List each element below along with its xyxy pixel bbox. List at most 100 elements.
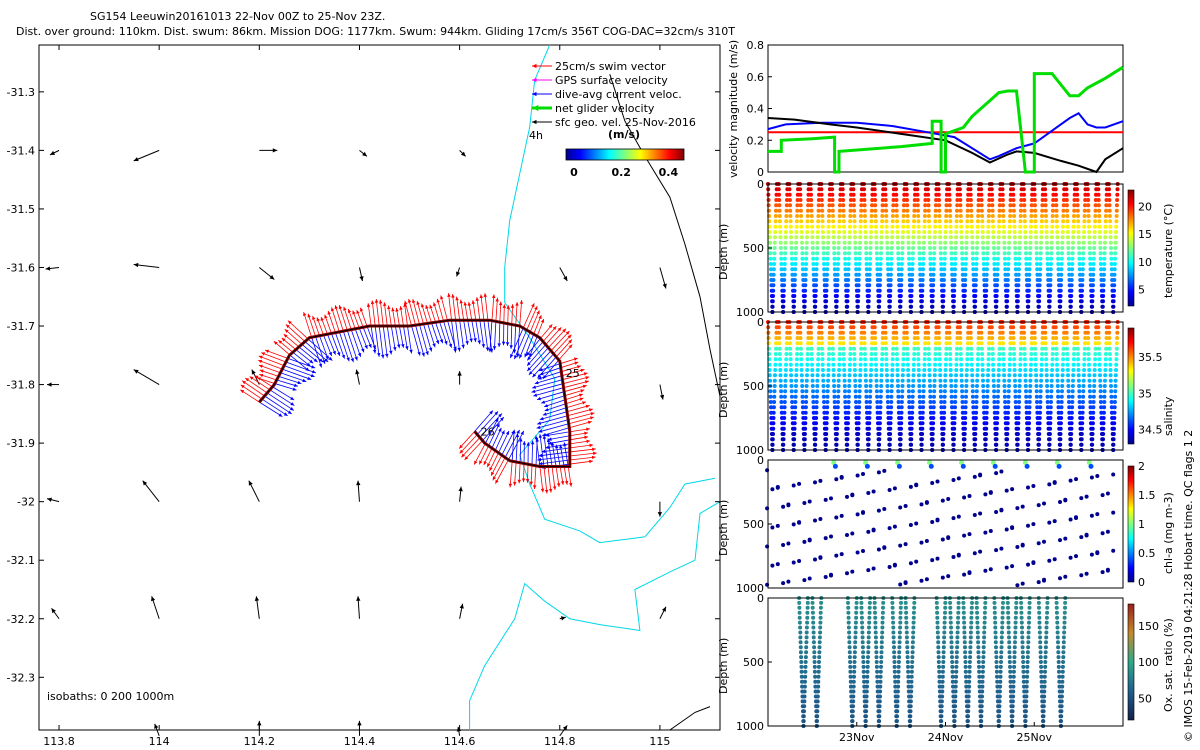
oxy-pt-8-9-0 [949, 640, 954, 645]
sal-pt-31-10-0 [1098, 373, 1102, 378]
sal-pt-0-22-1 [770, 437, 775, 442]
sal-pt-4-11-1 [815, 378, 820, 383]
sfc-arrowhead-2 [272, 148, 278, 153]
temp-pt-27-7-0 [1054, 219, 1059, 224]
oxy-pt-4-11-1 [879, 650, 884, 655]
sal-pt-19-15-1 [974, 400, 979, 404]
sal-pt-8-14-1 [857, 394, 862, 399]
oxy-pt-8-24-1 [952, 714, 957, 719]
swim-vector-72 [515, 301, 518, 326]
sal-pt-26-7-1 [1050, 357, 1055, 362]
dac-vector-17 [298, 346, 318, 363]
swim-head-75 [534, 306, 538, 311]
sal-pt-23-4-1 [1019, 341, 1024, 346]
temp-pt-11-16-0 [886, 267, 891, 272]
temp-pt-20-5-0 [979, 208, 984, 213]
temp-pt-19-19-1 [973, 283, 978, 288]
sal-pt-25-14-0 [1034, 394, 1039, 399]
map-xtick-label-1: 114 [149, 735, 170, 748]
dac-vector-131 [498, 430, 510, 454]
sal-pt-27-19-1 [1058, 421, 1063, 426]
chl-ylabel: Depth (m) [717, 500, 730, 556]
sal-pt-10-10-1 [879, 373, 884, 378]
chl-pt-32-2 [1105, 491, 1110, 496]
oxy-pt-10-1-1 [983, 600, 988, 605]
temp-pt-30-2-0 [1085, 192, 1090, 197]
sal-pt-9-22-1 [866, 437, 871, 442]
dac-head-40 [389, 350, 393, 355]
oxy-pt-5-18-0 [893, 684, 898, 689]
temp-pt-22-6-1 [1008, 214, 1013, 218]
oxy-pt-5-1-1 [899, 600, 903, 605]
temp-pt-16-3-1 [944, 198, 949, 202]
sal-pt-21-10-1 [996, 373, 1001, 378]
temp-pt-8-4-0 [851, 203, 856, 208]
temp-pt-31-8-1 [1103, 224, 1108, 229]
oxy-pt-6-17-1 [909, 679, 914, 684]
oxy-pt-0-21-1 [802, 699, 807, 704]
chl-pt-21-6 [988, 490, 993, 495]
sal-pt-14-10-0 [916, 373, 921, 378]
temp-pt-23-14-1 [1017, 256, 1022, 261]
oxy-pt-7-11-0 [936, 650, 941, 655]
sal-pt-6-1-0 [830, 325, 835, 330]
chl-pt-17-2 [946, 574, 951, 579]
temp-pt-17-22-1 [951, 299, 956, 304]
swim-vector-64 [480, 294, 485, 321]
oxy-pt-8-7-0 [949, 630, 954, 635]
oxy-pt-8-2-1 [956, 605, 961, 610]
oxy-pt-3-23-1 [864, 709, 869, 714]
swim-vector-73 [519, 300, 523, 327]
sal-pt-25-3-1 [1040, 336, 1045, 340]
sal-pt-24-8-1 [1029, 362, 1033, 367]
oxy-pt-3-8-0 [860, 635, 865, 640]
chl-pt-7-4 [839, 552, 844, 557]
swim-vector-91 [562, 372, 588, 381]
map-ytick-label-8: -32.1 [7, 554, 35, 567]
swim-head-19 [285, 324, 290, 329]
temp-pt-9-9-1 [869, 230, 874, 234]
sal-pt-21-13-1 [996, 389, 1001, 394]
dac-head-103 [542, 432, 547, 437]
temp-pt-13-11-0 [906, 240, 911, 245]
temp-pt-31-4-0 [1096, 203, 1101, 208]
oxy-pt-1-13-1 [817, 660, 821, 664]
temp-pt-19-6-1 [976, 214, 981, 218]
temp-pt-14-1-0 [915, 187, 920, 192]
sal-pt-15-13-0 [928, 389, 933, 394]
sfc-arrowhead-20 [248, 480, 253, 486]
oxy-pt-0-23-1 [802, 709, 806, 714]
sal-pt-6-7-0 [831, 357, 836, 362]
temp-pt-23-22-1 [1015, 299, 1020, 304]
temp-pt-4-13-0 [811, 251, 815, 256]
sal-pt-23-19-1 [1016, 421, 1021, 426]
chl-pt-9-5 [866, 491, 871, 495]
sal-pt-19-9-1 [975, 368, 980, 372]
swim-head-92 [585, 376, 590, 380]
sal-pt-10-18-1 [878, 416, 882, 420]
oxy-pt-4-12-0 [874, 655, 879, 660]
sal-pt-14-12-1 [921, 384, 926, 388]
swim-head-105 [584, 431, 589, 436]
chl-pt-28-3 [1068, 555, 1073, 560]
sal-pt-3-22-1 [802, 437, 807, 442]
swim-head-11 [258, 355, 263, 359]
sal-pt-19-12-0 [970, 384, 975, 388]
sal-pt-16-21-1 [941, 432, 946, 436]
sal-pt-9-15-0 [864, 400, 869, 404]
temp-pt-30-11-1 [1092, 240, 1097, 245]
dac-vector-137 [479, 413, 503, 438]
oxy-pt-10-11-1 [981, 650, 986, 655]
sal-pt-25-18-1 [1037, 416, 1042, 420]
sal-pt-12-21-1 [898, 432, 903, 436]
sal-pt-31-12-0 [1098, 384, 1103, 388]
sal-pt-21-11-1 [996, 378, 1001, 383]
sal-pt-4-13-0 [811, 389, 815, 394]
sal-pt-3-13-1 [804, 389, 809, 394]
temp-pt-26-3-1 [1051, 198, 1056, 202]
sal-pt-22-11-0 [1002, 378, 1007, 383]
sal-pt-20-9-1 [986, 368, 991, 372]
sal-pt-22-9-0 [1002, 368, 1006, 372]
temp-pt-28-9-1 [1071, 230, 1076, 234]
sal-pt-3-9-0 [799, 368, 804, 372]
